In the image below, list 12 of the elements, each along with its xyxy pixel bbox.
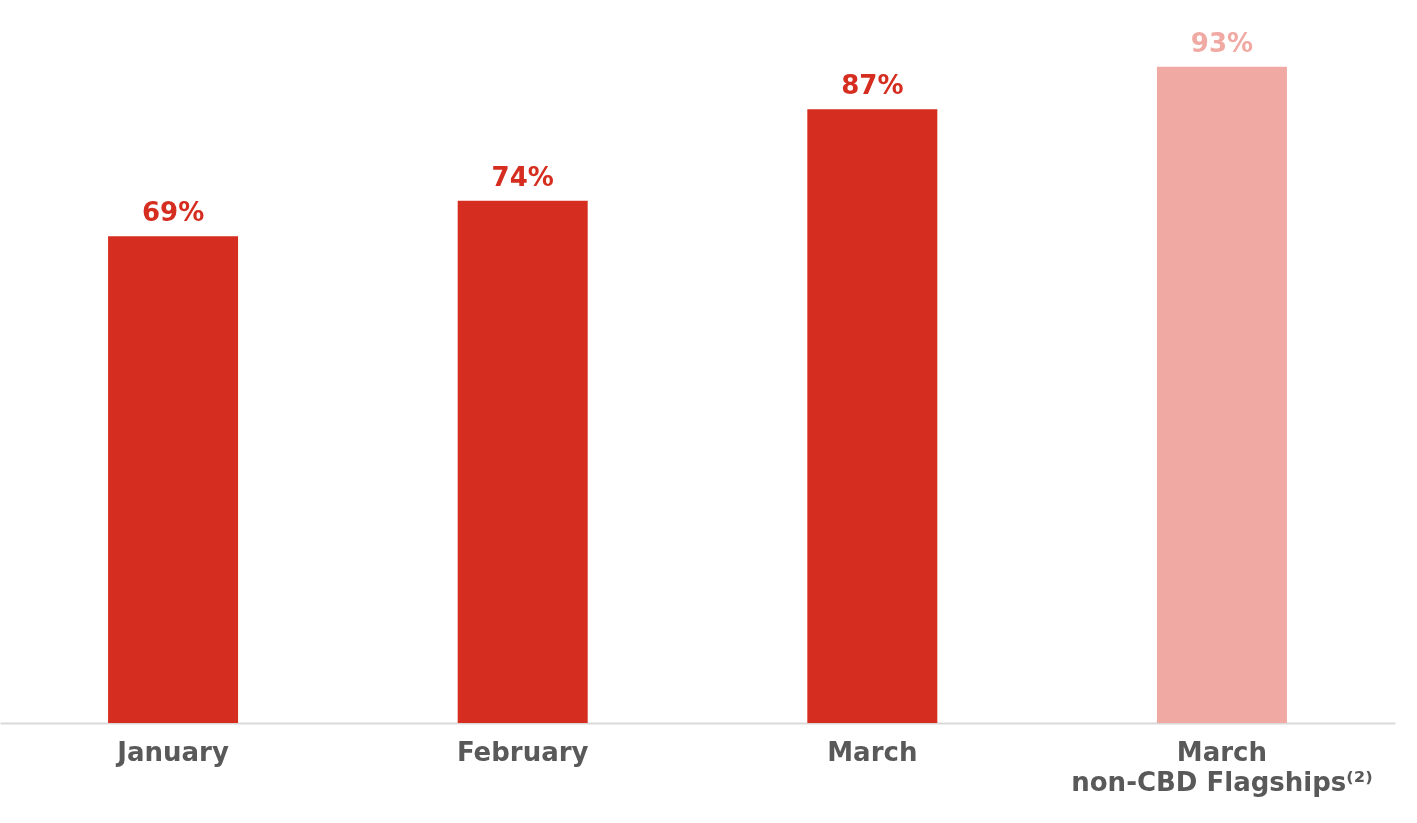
data-label: 87%: [841, 70, 904, 101]
bar: [1156, 66, 1287, 723]
x-tick-label: March: [827, 736, 918, 767]
data-label: 93%: [1190, 27, 1254, 58]
x-tick-label: March non-CBD Flagships⁽²⁾: [1071, 736, 1373, 797]
bar: [108, 236, 239, 723]
data-label: 74%: [491, 161, 554, 192]
data-label: 69%: [141, 197, 205, 228]
bar: [457, 200, 588, 723]
x-tick-label: January: [115, 736, 229, 767]
bar: [807, 109, 938, 723]
x-tick-label: February: [456, 736, 589, 767]
